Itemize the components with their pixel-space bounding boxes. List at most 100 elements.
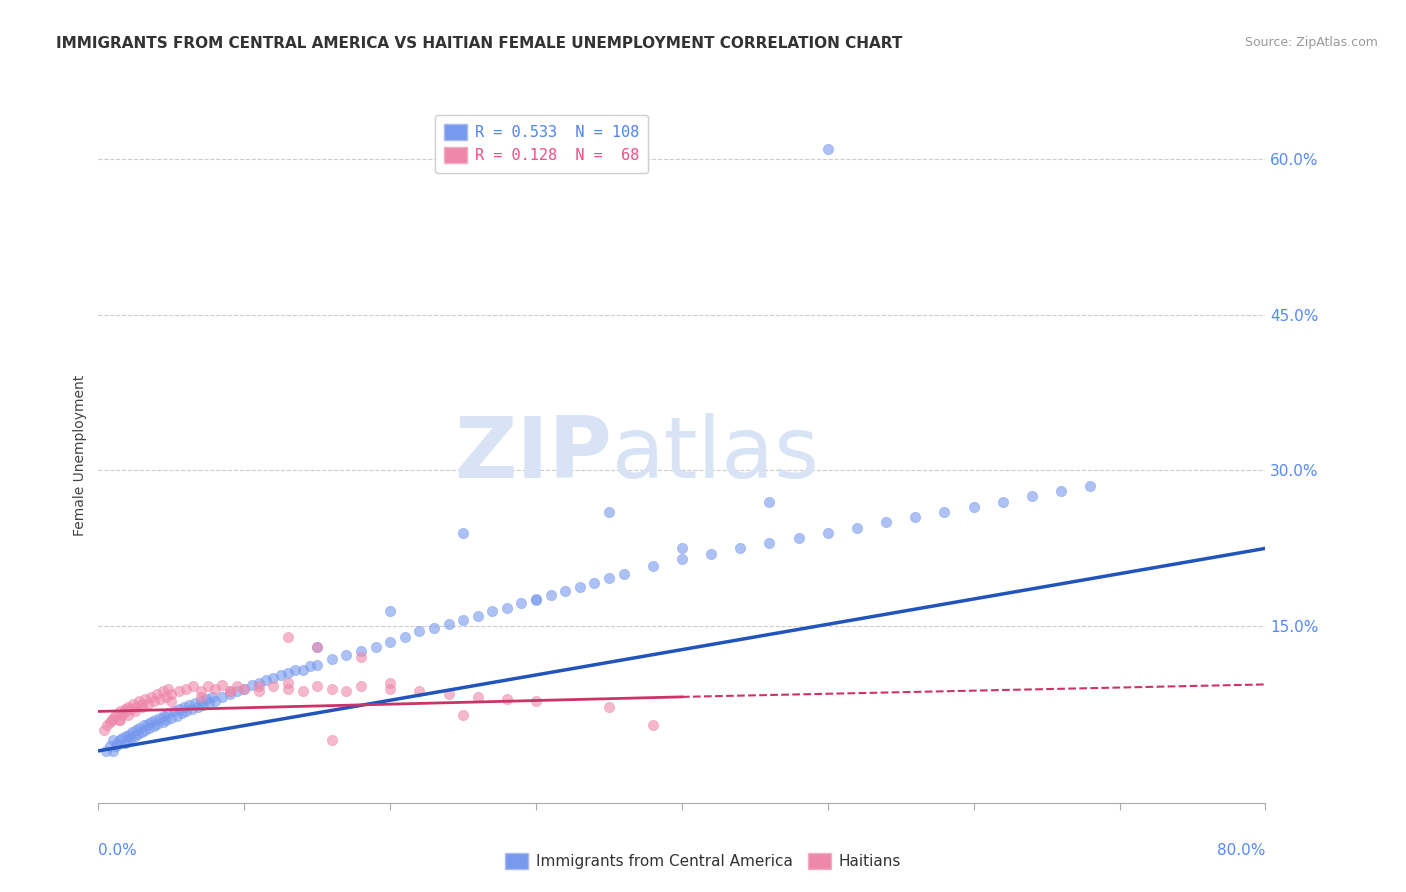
Point <box>846 520 869 534</box>
Point <box>247 683 270 698</box>
Point <box>111 731 134 746</box>
Point <box>149 711 172 725</box>
Point <box>211 690 233 704</box>
Point <box>510 596 533 610</box>
Point <box>350 650 373 665</box>
Y-axis label: Female Unemployment: Female Unemployment <box>73 375 87 535</box>
Point <box>307 680 329 694</box>
Point <box>157 681 180 696</box>
Point <box>146 687 169 701</box>
Point <box>277 630 299 644</box>
Point <box>125 723 148 738</box>
Point <box>554 584 576 599</box>
Point <box>128 721 150 735</box>
Point <box>226 683 249 698</box>
Point <box>134 723 156 738</box>
Point <box>247 680 270 694</box>
Point <box>114 702 136 716</box>
Point <box>307 640 329 654</box>
Point <box>423 621 446 635</box>
Point <box>524 592 547 607</box>
Point <box>991 494 1014 508</box>
Point <box>136 697 159 711</box>
Point <box>598 505 620 519</box>
Point <box>160 711 183 725</box>
Point <box>700 547 723 561</box>
Point <box>160 694 183 708</box>
Point <box>875 516 897 530</box>
Point <box>218 683 240 698</box>
Point <box>671 541 693 556</box>
Point <box>104 739 127 753</box>
Point <box>120 731 142 746</box>
Point <box>104 707 127 722</box>
Point <box>204 694 226 708</box>
Point <box>131 697 153 711</box>
Point <box>190 694 212 708</box>
Point <box>121 725 143 739</box>
Point <box>730 541 752 556</box>
Point <box>138 721 160 735</box>
Point <box>174 705 197 719</box>
Point <box>524 593 547 607</box>
Point <box>467 608 489 623</box>
Point <box>118 728 141 742</box>
Point <box>110 705 132 719</box>
Point <box>758 494 780 508</box>
Point <box>101 744 124 758</box>
Point <box>120 702 142 716</box>
Point <box>380 635 402 649</box>
Point <box>160 687 183 701</box>
Point <box>524 694 547 708</box>
Point <box>155 690 177 704</box>
Point <box>408 683 430 698</box>
Legend: R = 0.533  N = 108, R = 0.128  N =  68: R = 0.533 N = 108, R = 0.128 N = 68 <box>436 115 648 173</box>
Point <box>583 575 606 590</box>
Point <box>321 652 343 666</box>
Point <box>131 725 153 739</box>
Point <box>132 718 155 732</box>
Point <box>240 678 263 692</box>
Point <box>117 733 139 747</box>
Point <box>962 500 984 514</box>
Point <box>190 683 212 698</box>
Point <box>934 505 956 519</box>
Point <box>1050 484 1073 499</box>
Point <box>335 648 357 663</box>
Point <box>110 733 132 747</box>
Point <box>195 692 218 706</box>
Point <box>598 572 620 586</box>
Point <box>163 705 186 719</box>
Point <box>98 714 121 729</box>
Point <box>321 681 343 696</box>
Point <box>270 668 292 682</box>
Point <box>364 640 387 654</box>
Point <box>641 718 664 732</box>
Point <box>101 733 124 747</box>
Point <box>787 531 810 545</box>
Point <box>218 683 240 698</box>
Legend: Immigrants from Central America, Haitians: Immigrants from Central America, Haitian… <box>499 847 907 875</box>
Point <box>181 680 204 694</box>
Point <box>321 733 343 747</box>
Point <box>218 687 240 701</box>
Point <box>394 630 416 644</box>
Point <box>380 676 402 690</box>
Point <box>157 706 180 721</box>
Point <box>131 700 153 714</box>
Point <box>93 723 115 738</box>
Text: ZIP: ZIP <box>454 413 612 497</box>
Point <box>142 694 165 708</box>
Point <box>183 696 205 710</box>
Point <box>1021 490 1043 504</box>
Text: atlas: atlas <box>612 413 820 497</box>
Point <box>262 671 284 685</box>
Point <box>98 739 121 753</box>
Point <box>124 729 146 743</box>
Point <box>641 559 664 574</box>
Point <box>481 604 503 618</box>
Point <box>291 663 314 677</box>
Point <box>110 713 132 727</box>
Point <box>437 617 460 632</box>
Point <box>451 707 474 722</box>
